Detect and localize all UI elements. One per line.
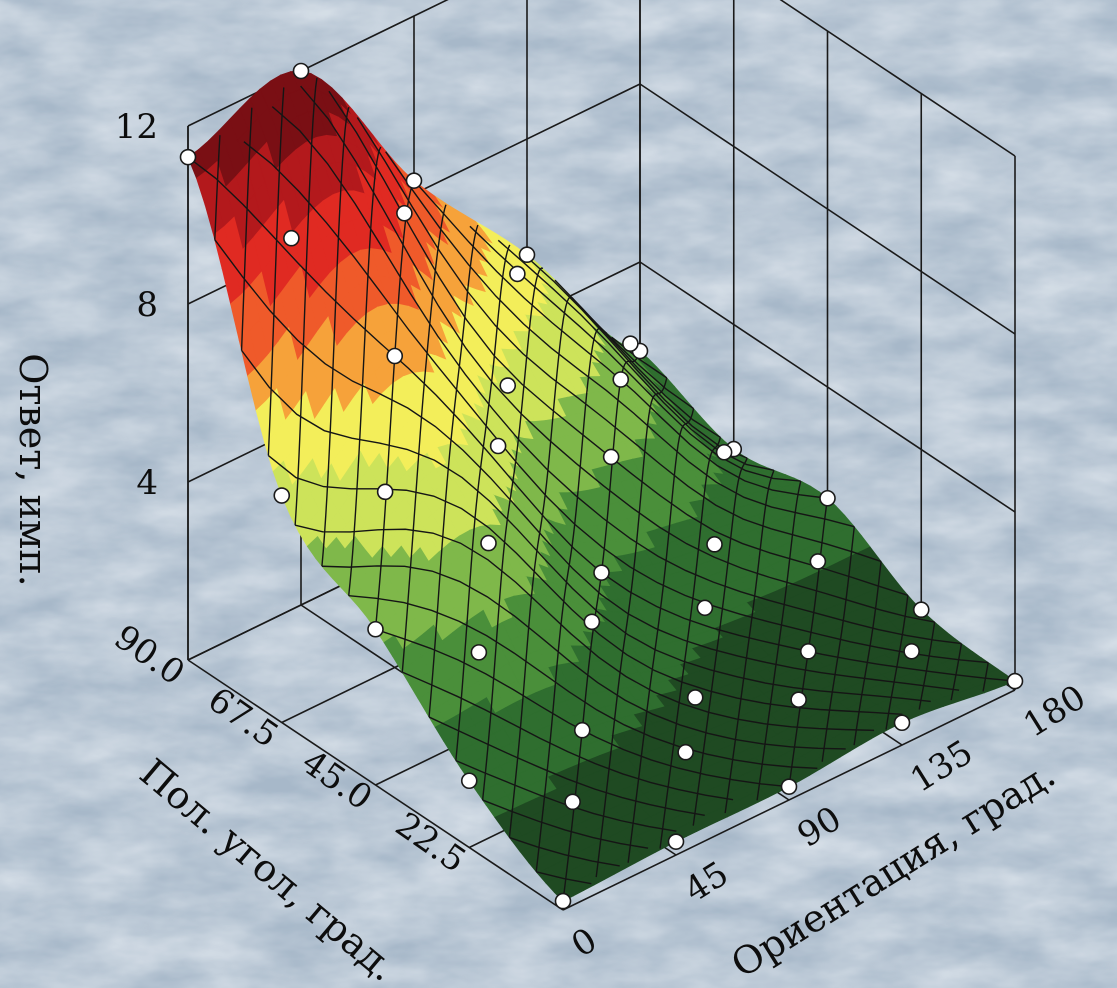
- data-point: [554, 892, 572, 910]
- mesh-line: [214, 135, 221, 240]
- data-point: [283, 229, 300, 247]
- data-point: [480, 534, 497, 552]
- data-point: [292, 62, 310, 80]
- mesh-line: [918, 621, 936, 710]
- data-point: [809, 553, 827, 570]
- mesh-line: [428, 716, 705, 816]
- data-point: [912, 601, 930, 619]
- mesh-line: [554, 279, 721, 438]
- mesh-line: [692, 457, 748, 826]
- z-tick-label: 4: [136, 463, 158, 503]
- mesh-line: [526, 256, 748, 459]
- data-point: [715, 443, 733, 461]
- side-wall-z-gridline: [639, 83, 1016, 335]
- data-point: [593, 564, 610, 581]
- side-wall-z-gridline: [779, 0, 1016, 157]
- data-point: [583, 613, 601, 631]
- data-point: [893, 714, 911, 732]
- data-point: [573, 721, 591, 739]
- data-point: [489, 437, 507, 455]
- data-point: [386, 347, 404, 365]
- data-point: [602, 448, 620, 466]
- data-point: [1006, 672, 1024, 690]
- mesh-line: [294, 524, 875, 732]
- mesh-line: [821, 526, 855, 762]
- z-axis-title: Ответ, имп.: [11, 353, 55, 587]
- data-point: [273, 487, 291, 504]
- mesh-line: [321, 106, 350, 567]
- data-point: [518, 246, 536, 263]
- mesh-line: [469, 225, 801, 482]
- mesh-line: [455, 244, 511, 761]
- data-point: [677, 743, 694, 761]
- mesh-line: [356, 117, 882, 563]
- data-point: [612, 371, 630, 388]
- mesh-line: [243, 141, 989, 664]
- mesh-line: [756, 480, 802, 801]
- mesh-line: [267, 87, 285, 456]
- surface-mesh: [187, 70, 1016, 902]
- mesh-line: [428, 224, 479, 718]
- data-point: [376, 483, 394, 501]
- data-point: [706, 536, 723, 553]
- data-point: [367, 620, 384, 638]
- data-point: [396, 204, 413, 222]
- mesh-line: [853, 561, 882, 746]
- data-point: [179, 148, 197, 166]
- mesh-line: [482, 799, 649, 849]
- data-point: [509, 265, 526, 283]
- z-tick-label: 8: [136, 285, 158, 325]
- mesh-line: [659, 437, 722, 849]
- mesh-line: [582, 309, 694, 410]
- floor-gridline-y: [562, 689, 1016, 911]
- data-point: [799, 643, 817, 660]
- mesh-line: [536, 871, 592, 885]
- side-wall-z-gridline: [639, 261, 1016, 513]
- mesh-line: [294, 77, 318, 526]
- mesh-line: [348, 595, 818, 769]
- data-point: [780, 778, 798, 795]
- mesh-line: [385, 151, 855, 528]
- z-tick-label: 12: [115, 107, 158, 147]
- mesh-line: [885, 595, 909, 730]
- data-point: [405, 172, 423, 189]
- mesh-line: [240, 107, 253, 351]
- mesh-line: [401, 204, 447, 673]
- data-point: [686, 689, 704, 706]
- mesh-line: [508, 296, 576, 838]
- data-point: [460, 772, 478, 790]
- mesh-line: [241, 349, 931, 703]
- data-point: [499, 377, 517, 394]
- data-points: [179, 62, 1024, 910]
- data-point: [790, 691, 807, 708]
- mesh-line: [271, 106, 962, 645]
- data-point: [696, 599, 714, 617]
- mesh-line: [348, 146, 382, 596]
- data-point: [667, 833, 685, 850]
- mesh-line: [535, 327, 608, 872]
- mesh-line: [595, 377, 668, 878]
- data-point: [564, 793, 581, 811]
- mesh-line: [982, 662, 989, 692]
- data-point: [622, 335, 639, 352]
- mesh-line: [300, 85, 935, 623]
- data-point: [470, 644, 488, 661]
- mesh-line: [950, 643, 963, 701]
- mesh-line: [321, 565, 846, 750]
- mesh-line: [402, 671, 734, 801]
- data-point: [819, 489, 836, 507]
- mesh-line: [509, 836, 620, 867]
- data-point: [903, 642, 920, 660]
